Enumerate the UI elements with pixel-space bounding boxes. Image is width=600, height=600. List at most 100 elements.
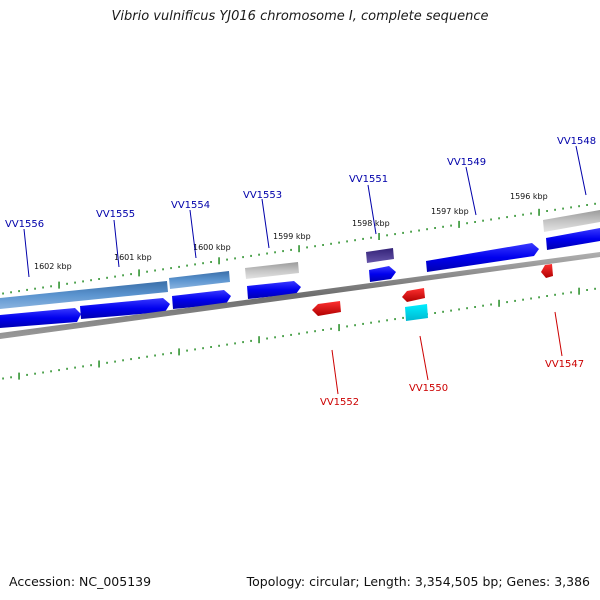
- minor-tick: [194, 348, 196, 351]
- minor-tick: [154, 269, 156, 272]
- minor-tick: [306, 331, 308, 334]
- leader-vv1554: [189, 209, 197, 259]
- minor-tick: [186, 264, 188, 267]
- gene-vv1550-red[interactable]: [402, 288, 425, 302]
- minor-tick: [162, 268, 164, 271]
- ruler-label-1601: 1601 kbp: [114, 253, 152, 262]
- minor-tick: [114, 360, 116, 363]
- minor-tick: [10, 291, 12, 294]
- minor-tick: [282, 335, 284, 338]
- minor-tick: [482, 219, 484, 222]
- minor-tick: [18, 290, 20, 293]
- minor-tick: [394, 318, 396, 321]
- gene-vv1551-inner[interactable]: [369, 266, 396, 282]
- minor-tick: [210, 261, 212, 263]
- minor-tick: [506, 301, 508, 304]
- minor-tick: [10, 376, 12, 379]
- minor-tick: [554, 293, 556, 296]
- minor-tick: [266, 337, 268, 340]
- minor-tick: [34, 372, 36, 375]
- minor-tick: [594, 202, 596, 205]
- minor-tick: [346, 325, 348, 328]
- minor-tick: [226, 343, 228, 346]
- minor-tick: [202, 347, 204, 350]
- minor-tick: [314, 245, 316, 248]
- gene-vv1547[interactable]: [541, 264, 553, 278]
- minor-tick: [258, 253, 260, 256]
- major-tick: [298, 245, 300, 253]
- minor-tick: [530, 297, 532, 300]
- minor-tick: [50, 370, 52, 373]
- minor-tick: [586, 289, 588, 291]
- gene-label-vv1550[interactable]: VV1550: [409, 383, 448, 394]
- minor-tick: [562, 207, 564, 210]
- gene-label-vv1552[interactable]: VV1552: [320, 397, 359, 408]
- genome-summary-text: Topology: circular; Length: 3,354,505 bp…: [246, 574, 590, 589]
- gene-vv1550-cyan[interactable]: [405, 304, 428, 321]
- major-tick: [338, 324, 340, 332]
- gene-label-vv1547[interactable]: VV1547: [545, 359, 584, 370]
- gene-vv1548-outer[interactable]: [543, 210, 600, 232]
- gene-vv1554-outer[interactable]: [169, 271, 230, 289]
- minor-tick: [274, 251, 276, 254]
- leader-vv1550: [419, 335, 429, 381]
- minor-tick: [474, 306, 476, 308]
- minor-tick: [202, 262, 204, 265]
- ruler-labels: 1602 kbp 1601 kbp 1600 kbp 1599 kbp 1598…: [34, 192, 548, 271]
- minor-tick: [210, 346, 212, 348]
- gene-vv1549-inner[interactable]: [426, 243, 539, 272]
- minor-tick: [106, 361, 108, 364]
- major-tick: [458, 220, 460, 228]
- minor-tick: [242, 341, 244, 344]
- minor-tick: [82, 280, 84, 283]
- gene-vv1553-outer[interactable]: [245, 262, 299, 279]
- leader-vv1547: [554, 311, 563, 357]
- bottom-gene-labels: VV1552 VV1550 VV1547: [320, 359, 584, 408]
- gene-label-vv1553[interactable]: VV1553: [243, 190, 282, 201]
- ruler-ticks-top: [2, 202, 596, 295]
- gene-vv1551-outer[interactable]: [366, 248, 394, 263]
- genome-backbone: [0, 252, 600, 339]
- ruler-label-1598: 1598 kbp: [352, 219, 390, 228]
- gene-label-vv1551[interactable]: VV1551: [349, 174, 388, 185]
- major-tick: [498, 299, 500, 307]
- minor-tick: [42, 371, 44, 374]
- minor-tick: [26, 373, 28, 376]
- minor-tick: [226, 258, 228, 261]
- ruler-label-1602: 1602 kbp: [34, 262, 72, 271]
- major-tick: [98, 360, 100, 368]
- minor-tick: [546, 295, 548, 297]
- gene-label-vv1556[interactable]: VV1556: [5, 219, 44, 230]
- gene-vv1556-inner[interactable]: [0, 308, 81, 328]
- minor-tick: [354, 324, 356, 327]
- minor-tick: [562, 292, 564, 295]
- gene-label-vv1548[interactable]: VV1548: [557, 136, 596, 147]
- gene-label-vv1554[interactable]: VV1554: [171, 200, 210, 211]
- minor-tick: [170, 352, 172, 355]
- minor-tick: [66, 282, 68, 285]
- gene-vv1556-outer[interactable]: [0, 281, 168, 309]
- minor-tick: [538, 296, 540, 299]
- major-tick: [58, 281, 60, 289]
- minor-tick: [234, 342, 236, 345]
- gene-vv1548-inner[interactable]: [546, 228, 600, 250]
- gene-label-vv1549[interactable]: VV1549: [447, 157, 486, 168]
- minor-tick: [434, 312, 436, 314]
- gene-label-vv1555[interactable]: VV1555: [96, 209, 135, 220]
- minor-tick: [570, 291, 572, 294]
- minor-tick: [474, 221, 476, 223]
- leader-vv1556: [23, 228, 30, 278]
- minor-tick: [530, 212, 532, 215]
- minor-tick: [330, 242, 332, 245]
- gene-vv1555-inner[interactable]: [80, 298, 170, 319]
- minor-tick: [466, 222, 468, 225]
- minor-tick: [298, 332, 300, 335]
- minor-tick: [234, 257, 236, 260]
- bottom-leader-lines: [331, 311, 563, 395]
- minor-tick: [242, 256, 244, 259]
- map-title: Vibrio vulnificus YJ016 chromosome I, co…: [111, 9, 489, 24]
- minor-tick: [410, 230, 412, 233]
- minor-tick: [362, 237, 364, 240]
- minor-tick: [26, 288, 28, 291]
- gene-vv1552[interactable]: [312, 301, 341, 316]
